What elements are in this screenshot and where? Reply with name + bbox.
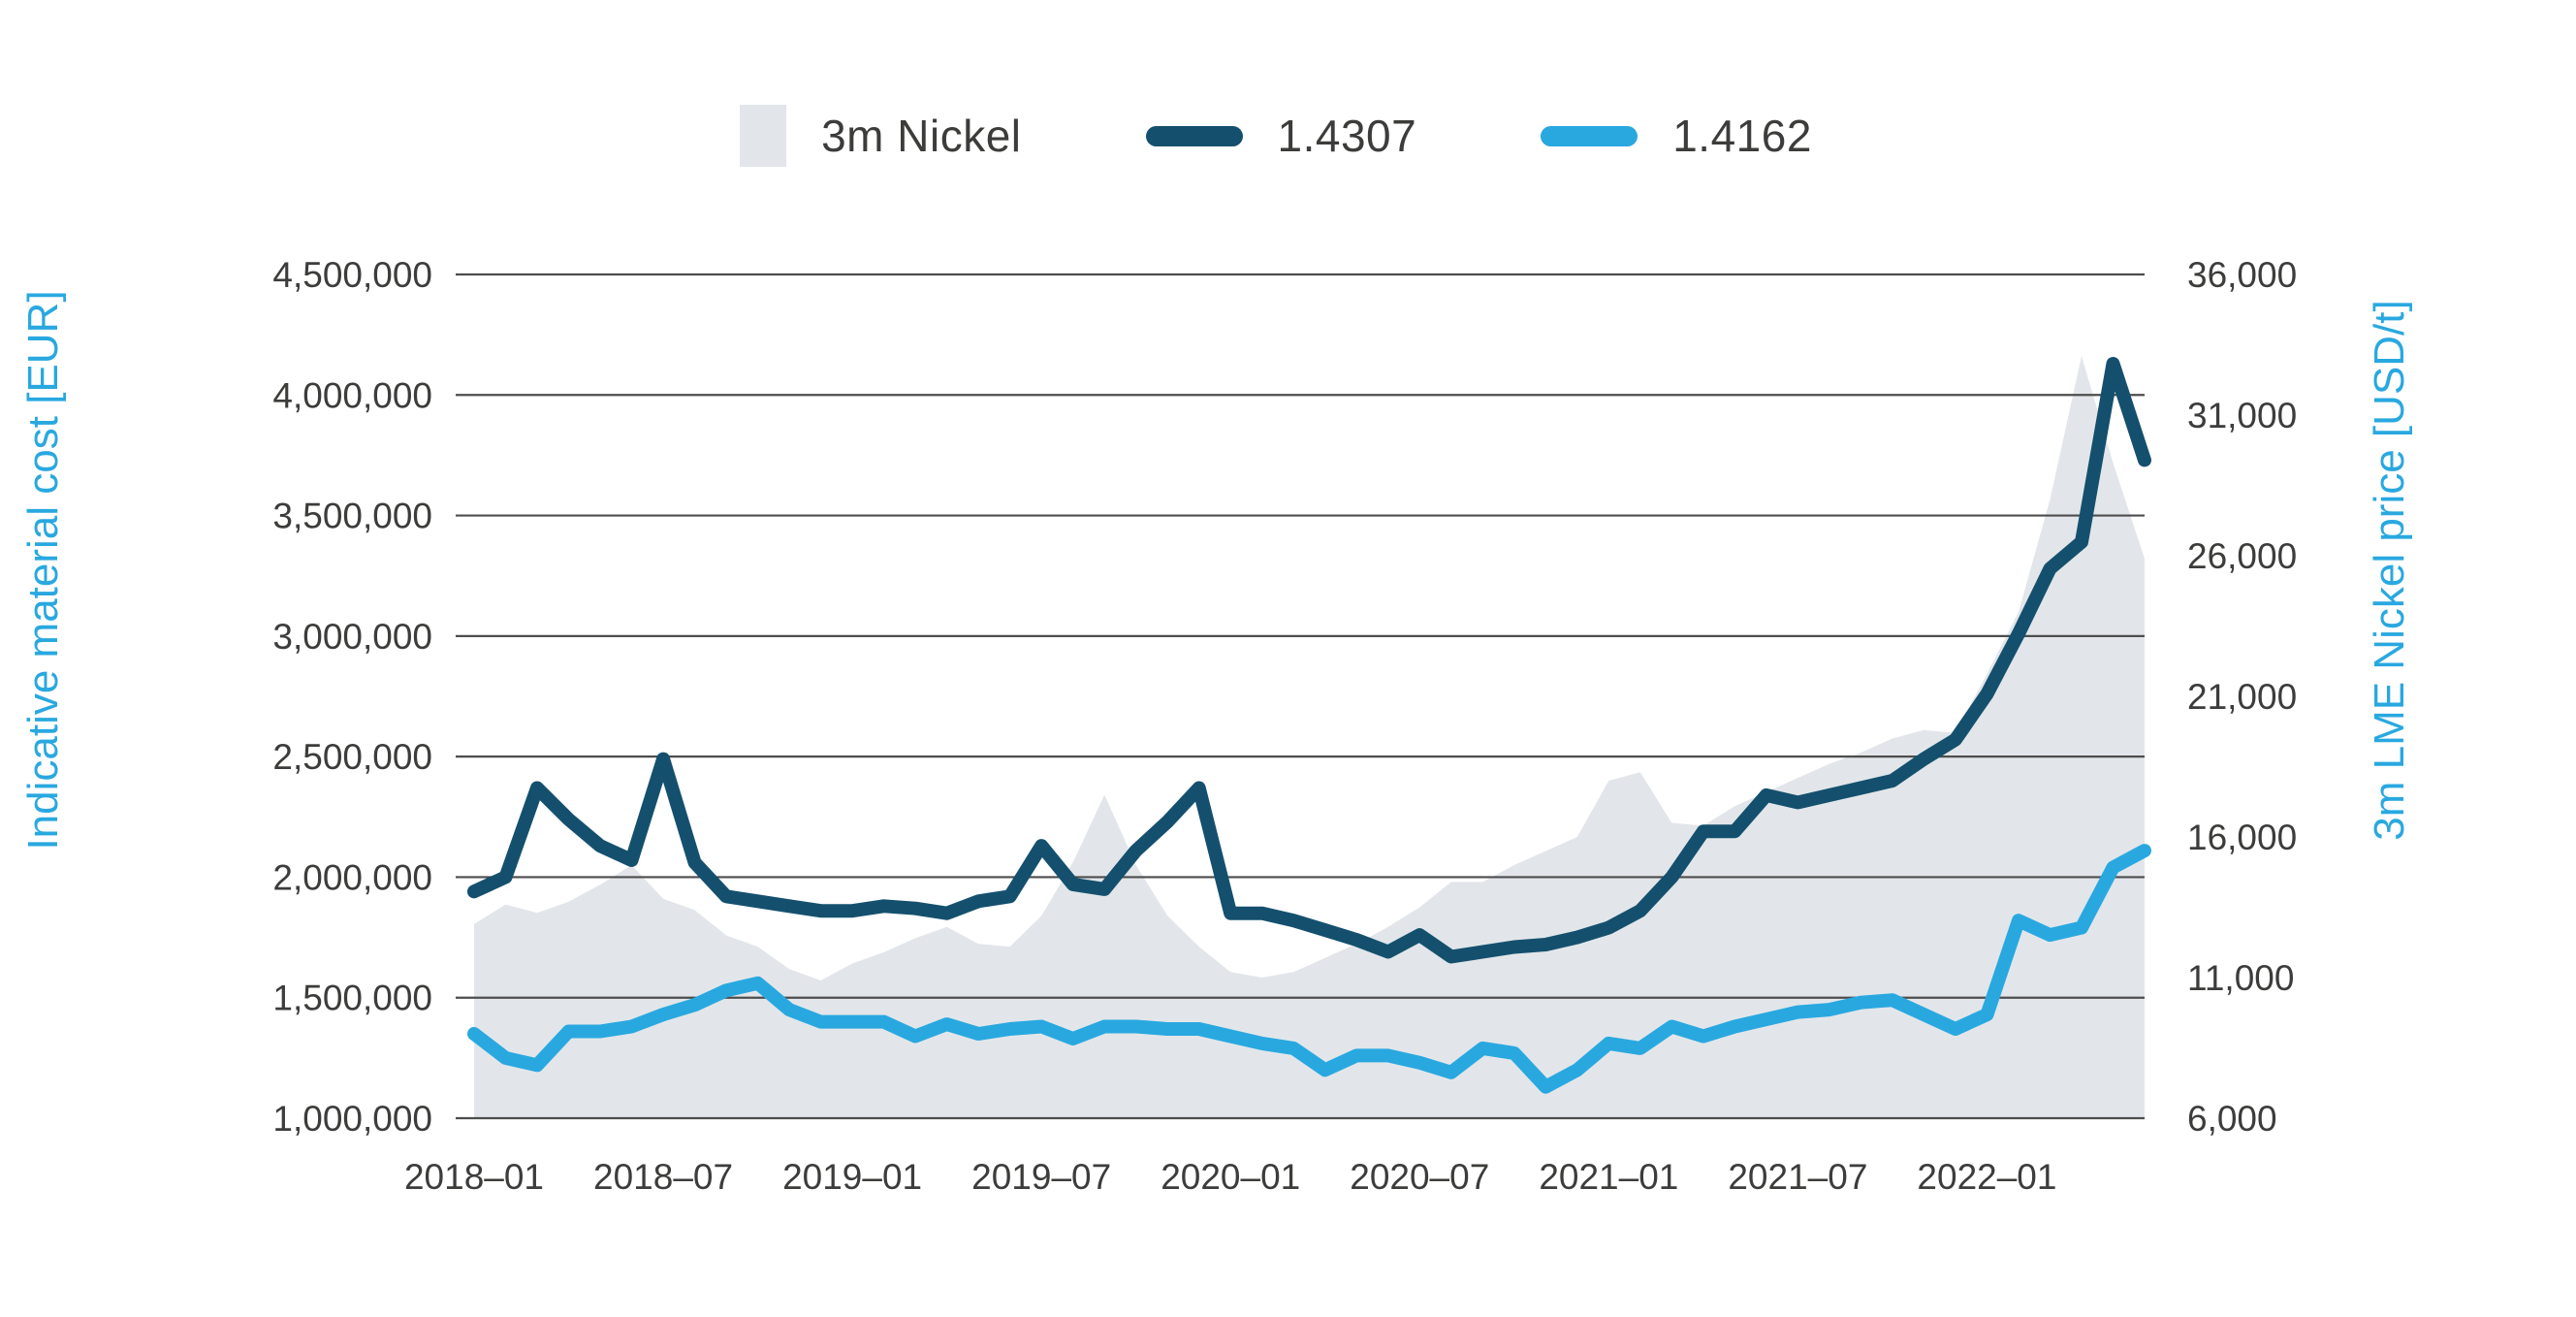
- right-axis-tick-label: 31,000: [2187, 396, 2297, 435]
- right-axis-tick-label: 36,000: [2187, 255, 2297, 295]
- x-axis-tick-label: 2021–07: [1728, 1157, 1867, 1197]
- left-axis-tick-label: 1,000,000: [272, 1099, 432, 1139]
- x-axis-tick-label: 2020–01: [1161, 1157, 1300, 1197]
- left-axis-tick-label: 3,000,000: [272, 617, 432, 657]
- legend-label-area: 3m Nickel: [821, 111, 1022, 161]
- legend-label-line1: 1.4307: [1277, 111, 1417, 161]
- x-axis-tick-label: 2018–07: [593, 1157, 733, 1197]
- right-axis-tick-label: 16,000: [2187, 818, 2297, 857]
- x-axis-tick-label: 2021–01: [1539, 1157, 1678, 1197]
- legend-item-area: 3m Nickel: [740, 105, 1021, 167]
- x-axis-tick-label: 2022–01: [1917, 1157, 2056, 1197]
- left-axis-tick-label: 4,500,000: [272, 255, 432, 295]
- left-axis-tick-label: 2,000,000: [272, 857, 432, 897]
- legend-item-line2: 1.4162: [1541, 110, 1812, 162]
- left-axis-tick-label: 4,000,000: [272, 375, 432, 415]
- left-axis-tick-label: 3,500,000: [272, 497, 432, 536]
- x-axis-tick-label: 2019–07: [971, 1157, 1111, 1197]
- left-axis-tick-label: 1,500,000: [272, 979, 432, 1018]
- line1-swatch-icon: [1145, 125, 1243, 146]
- legend-label-line2: 1.4162: [1672, 111, 1812, 161]
- x-axis-tick-label: 2019–01: [782, 1157, 922, 1197]
- line-series-1.4162: [467, 844, 2151, 1094]
- right-axis-tick-label: 6,000: [2187, 1099, 2277, 1139]
- line2-swatch-icon: [1541, 125, 1638, 146]
- right-axis-tick-label: 21,000: [2187, 677, 2297, 717]
- x-axis-tick-label: 2018–01: [404, 1157, 544, 1197]
- right-axis-tick-label: 11,000: [2187, 958, 2294, 998]
- chart-legend: 3m Nickel 1.4307 1.4162: [407, 105, 2145, 167]
- x-axis-tick-label: 2020–07: [1350, 1157, 1489, 1197]
- line-series-1.4307: [467, 357, 2151, 964]
- left-axis-tick-label: 2,500,000: [272, 737, 432, 777]
- area-series-3m-nickel: [474, 356, 2145, 1119]
- legend-item-line1: 1.4307: [1145, 110, 1417, 162]
- right-axis-tick-label: 26,000: [2187, 536, 2297, 576]
- area-swatch-icon: [740, 105, 787, 167]
